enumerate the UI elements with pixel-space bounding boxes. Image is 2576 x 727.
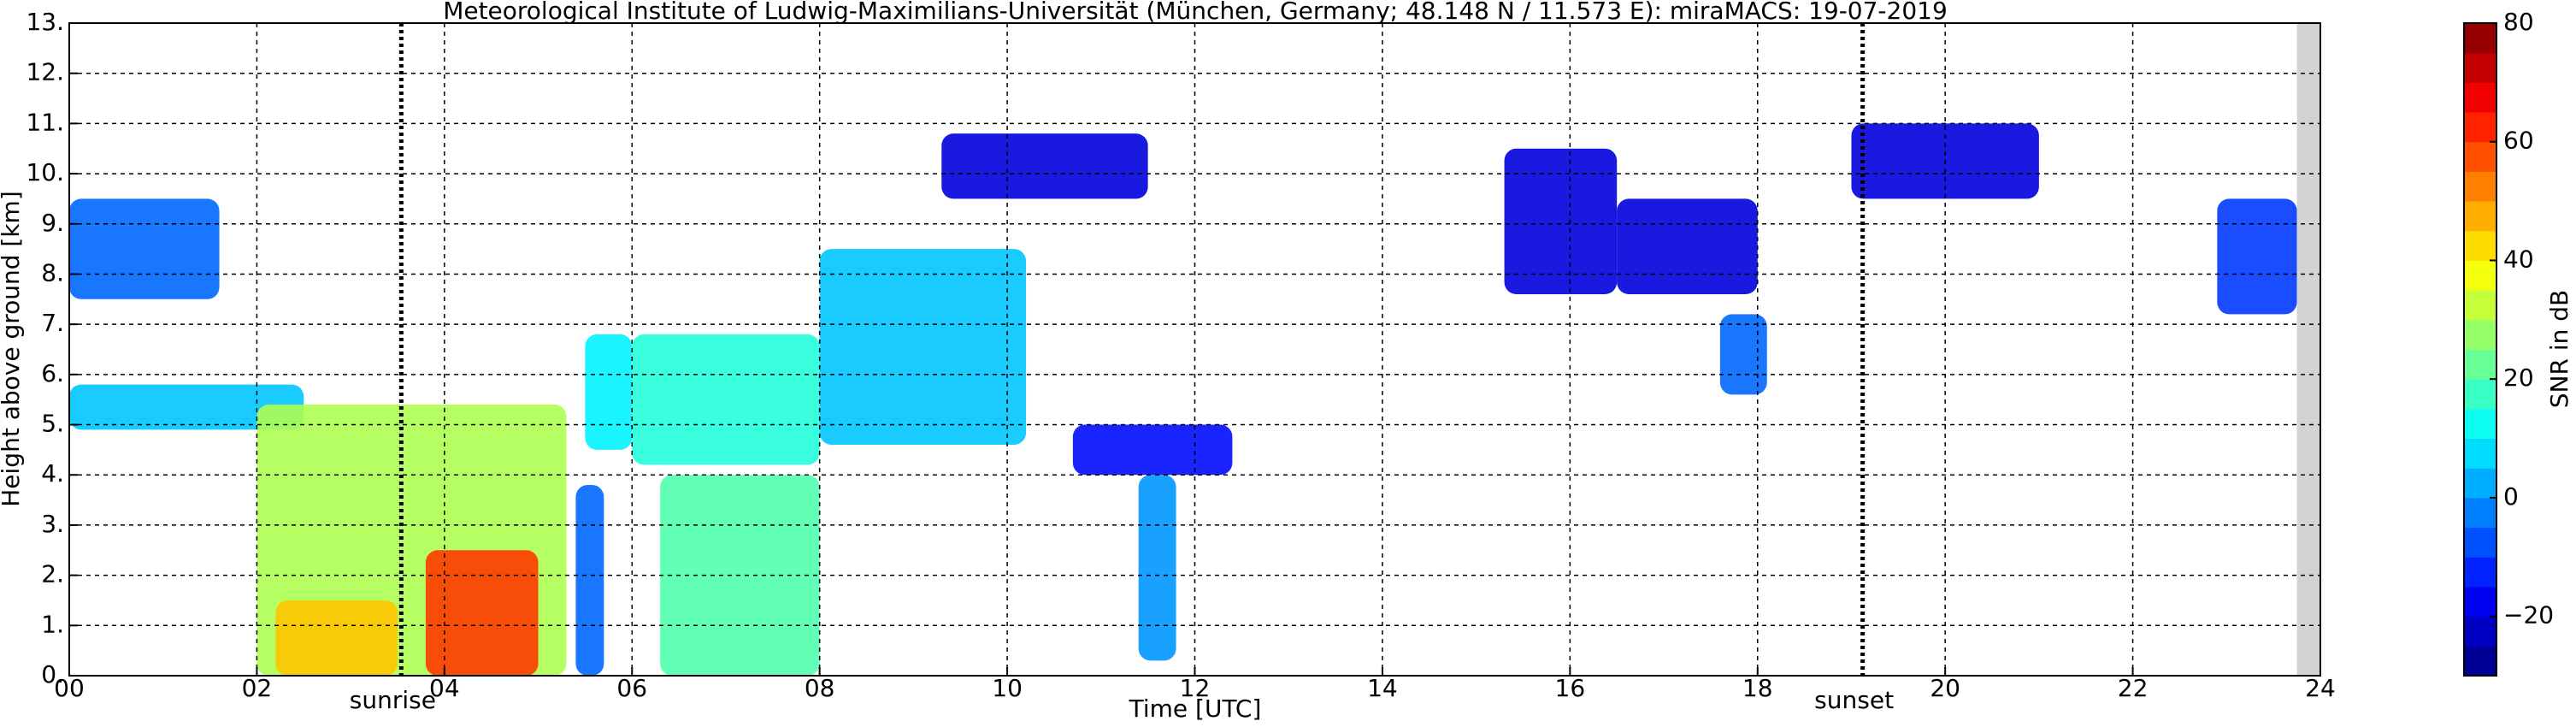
y-tick-label: 8. (41, 258, 64, 287)
y-tick-label: 11. (26, 108, 64, 136)
colorbar-band (2464, 586, 2496, 618)
colorbar-tick-label: 60 (2503, 127, 2534, 155)
colorbar-band (2464, 260, 2496, 291)
echo-cell (1617, 198, 1758, 294)
event-label: sunrise (350, 686, 436, 714)
colorbar-band (2464, 319, 2496, 350)
echo-cell (819, 249, 1027, 446)
echo-cell (941, 133, 1148, 199)
colorbar-band (2464, 171, 2496, 202)
colorbar-band (2464, 379, 2496, 410)
colorbar-band (2464, 349, 2496, 380)
y-tick-label: 2. (41, 560, 64, 588)
echo-cell (1504, 148, 1618, 294)
colorbar-label: SNR in dB (2545, 290, 2573, 408)
no-data-band (2296, 23, 2320, 676)
colorbar-band (2464, 468, 2496, 499)
colorbar-tick-label: 40 (2503, 245, 2534, 273)
colorbar-tick-label: 0 (2503, 482, 2519, 511)
echo-cell (69, 384, 304, 430)
colorbar-band (2464, 112, 2496, 143)
colorbar-tick-label: 80 (2503, 8, 2534, 36)
plot-frame (68, 22, 2321, 677)
y-tick-label: 3. (41, 510, 64, 538)
echo-cell (1138, 475, 1176, 661)
chart-title: Meteorological Institute of Ludwig-Maxim… (443, 0, 1948, 25)
colorbar-band (2464, 201, 2496, 232)
colorbar-band (2464, 646, 2496, 677)
colorbar-band (2464, 82, 2496, 113)
y-tick-label: 6. (41, 359, 64, 387)
y-tick-label: 1. (41, 610, 64, 638)
y-tick-label: 0. (41, 660, 64, 689)
colorbar-band (2464, 557, 2496, 588)
x-tick-label: 00 (54, 674, 85, 702)
echo-cell (632, 334, 820, 465)
colorbar-band (2464, 52, 2496, 83)
x-tick-label: 06 (616, 674, 647, 702)
y-tick-label: 9. (41, 209, 64, 237)
y-tick-label: 10. (26, 158, 64, 186)
x-axis-label: Time [UTC] (1129, 694, 1262, 723)
echo-cell (2217, 198, 2297, 315)
colorbar-tick-label: 20 (2503, 364, 2534, 392)
colorbar-band (2464, 408, 2496, 440)
colorbar-band (2464, 23, 2496, 54)
echo-cell (275, 600, 398, 676)
colorbar-frame (2463, 22, 2497, 677)
colorbar-band (2464, 527, 2496, 558)
event-label: sunset (1814, 686, 1894, 714)
y-tick-label: 12. (26, 58, 64, 86)
x-tick-label: 10 (992, 674, 1023, 702)
y-tick-label: 4. (41, 459, 64, 488)
x-tick-label: 18 (1742, 674, 1773, 702)
y-tick-label: 5. (41, 410, 64, 438)
colorbar-band (2464, 438, 2496, 469)
colorbar-band (2464, 230, 2496, 261)
x-tick-label: 02 (242, 674, 273, 702)
x-tick-label: 04 (429, 674, 460, 702)
echo-cell (575, 484, 604, 676)
colorbar-tick-label: −20 (2503, 601, 2554, 629)
echo-cell (1719, 314, 1767, 395)
x-tick-label: 12 (1180, 674, 1211, 702)
echo-cell (69, 198, 220, 299)
x-tick-label: 20 (1930, 674, 1960, 702)
x-tick-label: 14 (1367, 674, 1398, 702)
y-tick-label: 13. (26, 8, 64, 36)
x-tick-label: 22 (2118, 674, 2149, 702)
colorbar-band (2464, 497, 2496, 529)
y-axis-label: Height above ground [km] (0, 191, 25, 507)
x-tick-label: 24 (2305, 674, 2336, 702)
echo-cell (1072, 424, 1233, 476)
colorbar-band (2464, 290, 2496, 321)
echo-cell (425, 550, 539, 676)
colorbar-band (2464, 141, 2496, 172)
y-tick-label: 7. (41, 309, 64, 337)
echo-cell (585, 334, 633, 450)
x-tick-label: 08 (805, 674, 835, 702)
x-tick-label: 16 (1555, 674, 1586, 702)
colorbar-band (2464, 616, 2496, 647)
